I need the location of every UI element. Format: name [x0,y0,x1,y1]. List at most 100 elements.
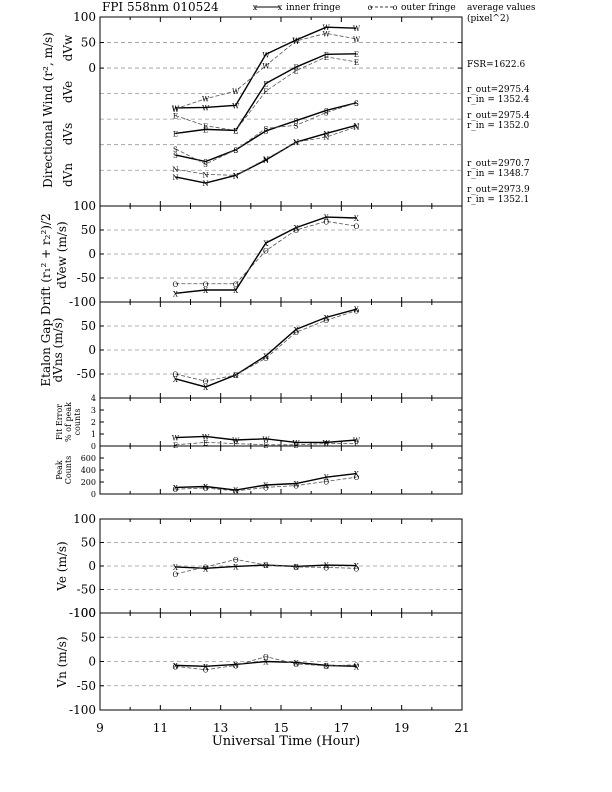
panel-dvns-inner-point-0-2: X [233,372,238,380]
average-units-label: (pixel^2) [467,13,509,24]
panel-wind-inner-point-2-4: E [294,64,299,72]
panel-fit-outer-line-1 [175,441,357,446]
w-rout-note: r_out=2975.4 [467,85,530,95]
panel-dvew-ytick-label-0: 100 [73,199,96,213]
panel-peak-inner-point-0-4: X [294,481,299,489]
panel-wind-outer-point-7-0: N [172,166,178,174]
panel-wind-inner-point-6-6: N [353,122,359,130]
panel-vn-inner-point-0-3: X [263,659,268,667]
panel-ve-inner-point-0-4: X [294,563,299,571]
panel-ve-inner-point-0-5: X [324,562,329,570]
panel-peak-ytick-label-2: 200 [81,478,96,487]
ylabel-etalon-gap-drift: Etalon Gap Drift (r₁² + r₂²)/2 [39,213,53,386]
panel-dvns-ytick-label-1: 0 [88,343,96,357]
panel-dvew-inner-line-0 [175,216,357,295]
panel-vn-outer-point-1-4: O [293,661,299,669]
panel-wind-outer-point-5-2: S [233,147,238,155]
panel-dvew-inner-point-0-3: X [263,240,268,248]
panel-dvew-outer-line-1 [175,220,357,285]
panel-dvns-inner-point-0-6: X [354,306,359,314]
panel-ve-ytick-label-3: -50 [77,583,96,597]
panel-wind-frame [99,16,463,207]
panel-wind-outer-line-7 [175,126,357,176]
panel-wind-inner-point-6-4: N [293,139,299,147]
panel-vn-ytick-label-0: 100 [73,606,96,620]
fsr-note: FSR=1622.6 [467,60,525,70]
panel-wind-inner-point-6-3: N [263,157,269,165]
panel-fit-inner-point-0-6: W [353,437,361,445]
panel-dvew-ytick-label-2: 0 [88,247,96,261]
panel-dvew-outer-point-1-4: O [293,227,299,235]
panel-peak-outer-point-1-3: O [263,484,269,492]
panel-fit-inner-point-0-4: W [292,439,300,447]
panel-dvns-inner-point-0-5: X [324,314,329,322]
panel-wind-outer-point-7-6: N [353,124,359,132]
panel-wind-inner-point-0-2: W [232,102,240,110]
panel-vn-ytick-label-4: -100 [69,703,96,717]
panel-wind-outer-point-3-1: E [203,123,208,131]
panel-ve-outer-point-1-0: O [173,571,179,579]
panel-dvew-ytick-label-3: -50 [77,271,96,285]
panel-dvew-outer-point-1-5: O [323,218,329,226]
legend-inner-marker-2: x [278,3,283,12]
ylabel-ve: Ve (m/s) [55,541,69,591]
panel-peak-inner-point-0-6: X [354,471,359,479]
panel-wind-inner-line-4 [175,102,357,163]
panel-ve-outer-point-1-5: O [323,564,329,572]
panel-dvew-outer-point-1-0: O [173,281,179,289]
legend-inner-marker-1: x [253,3,258,12]
xtick-label-0: 9 [96,721,104,735]
legend-outer-label: outer fringe [401,3,456,13]
panel-vn-outer-point-1-3: O [263,654,269,662]
panel-fit-ytick-label-3: 1 [91,430,96,439]
panel-dvew-frame [99,205,463,303]
panel-dvew-outer-point-1-1: O [203,281,209,289]
xtick-label-3: 15 [273,721,288,735]
panel-wind-inner-point-0-5: W [323,24,331,32]
xtick-label-4: 17 [334,721,349,735]
panel-vn-ytick-label-3: -50 [77,679,96,693]
panel-wind-outer-line-3 [175,56,357,131]
panel-fit-ytick-label-0: 4 [91,394,96,403]
panel-peak-ytick-label-0: 600 [81,454,96,463]
panel-wind-inner-point-2-1: E [203,126,208,134]
panel-fit-ytick-label-1: 3 [91,406,96,415]
panel-wind-ytick-label-1: 50 [81,36,96,50]
panel-peak-outer-point-1-5: O [323,478,329,486]
ylabel-fit-error-3: counts [73,409,82,436]
panel-wind-inner-point-0-1: W [202,104,210,112]
panel-wind-outer-point-7-2: N [233,172,239,180]
panel-wind-outer-point-5-5: S [324,110,329,118]
panel-dvns-outer-point-1-3: O [263,355,269,363]
panel-ve-inner-point-0-3: X [263,562,268,570]
ylabel-dvns: dVns (m/s) [51,318,65,383]
panel-vn-inner-line-0 [175,660,357,668]
panel-ve-outer-point-1-3: O [263,562,269,570]
n-rin-note: r_in = 1352.1 [467,195,529,205]
panel-peak-inner-point-0-0: X [173,484,178,492]
panel-fit-inner-point-0-0: W [172,435,180,443]
panel-ve-outer-point-1-4: O [293,564,299,572]
panel-fit-outer-point-1-6: E [354,441,359,449]
panel-dvew-inner-point-0-0: X [173,290,178,298]
s-rin-note: r_in = 1348.7 [467,169,530,179]
panel-dvns-outer-point-1-1: O [203,378,209,386]
panel-wind-inner-line-2 [175,53,357,135]
panel-vn-inner-point-0-1: X [203,663,208,671]
panel-vn-outer-point-1-5: O [323,663,329,671]
ylabel-fit-error-2: % of peak [64,402,73,442]
xtick-label-5: 19 [394,721,409,735]
e-rout-note: r_out=2975.4 [467,111,530,121]
panel-wind-outer-point-3-5: E [324,54,329,62]
panel-dvns-outer-line-1 [175,310,357,382]
panel-peak-inner-line-0 [175,472,357,491]
panel-peak-ytick-label-3: 0 [91,490,96,499]
panel-dvew-inner-point-0-2: X [233,287,238,295]
panel-wind-outer-point-3-0: E [173,113,178,121]
